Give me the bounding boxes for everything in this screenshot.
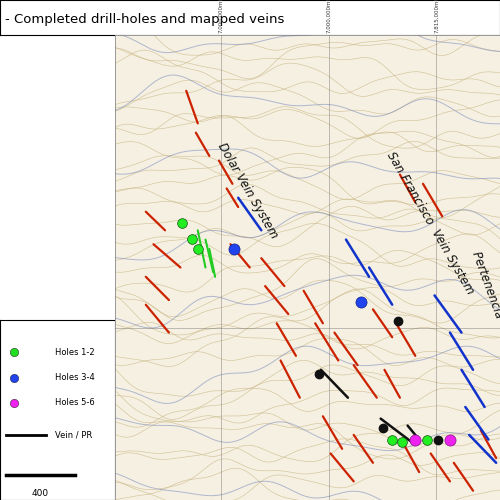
Text: Holes 1-2: Holes 1-2	[55, 348, 95, 357]
Text: 400: 400	[32, 489, 49, 498]
Text: San Francisco  Vein System: San Francisco Vein System	[384, 150, 477, 296]
Text: Dolar Vein System: Dolar Vein System	[215, 140, 280, 240]
Text: Pertenencia  Vein...: Pertenencia Vein...	[469, 249, 500, 361]
Text: 7,000,000mE: 7,000,000mE	[218, 0, 224, 32]
Text: Holes 3-4: Holes 3-4	[55, 373, 95, 382]
Text: Holes 5-6: Holes 5-6	[55, 398, 95, 407]
Text: 7,000,000mE: 7,000,000mE	[326, 0, 331, 32]
Text: 7,815,000mN: 7,815,000mN	[434, 0, 439, 32]
Text: - Completed drill-holes and mapped veins: - Completed drill-holes and mapped veins	[5, 12, 284, 26]
Text: Vein / PR: Vein / PR	[55, 430, 92, 440]
